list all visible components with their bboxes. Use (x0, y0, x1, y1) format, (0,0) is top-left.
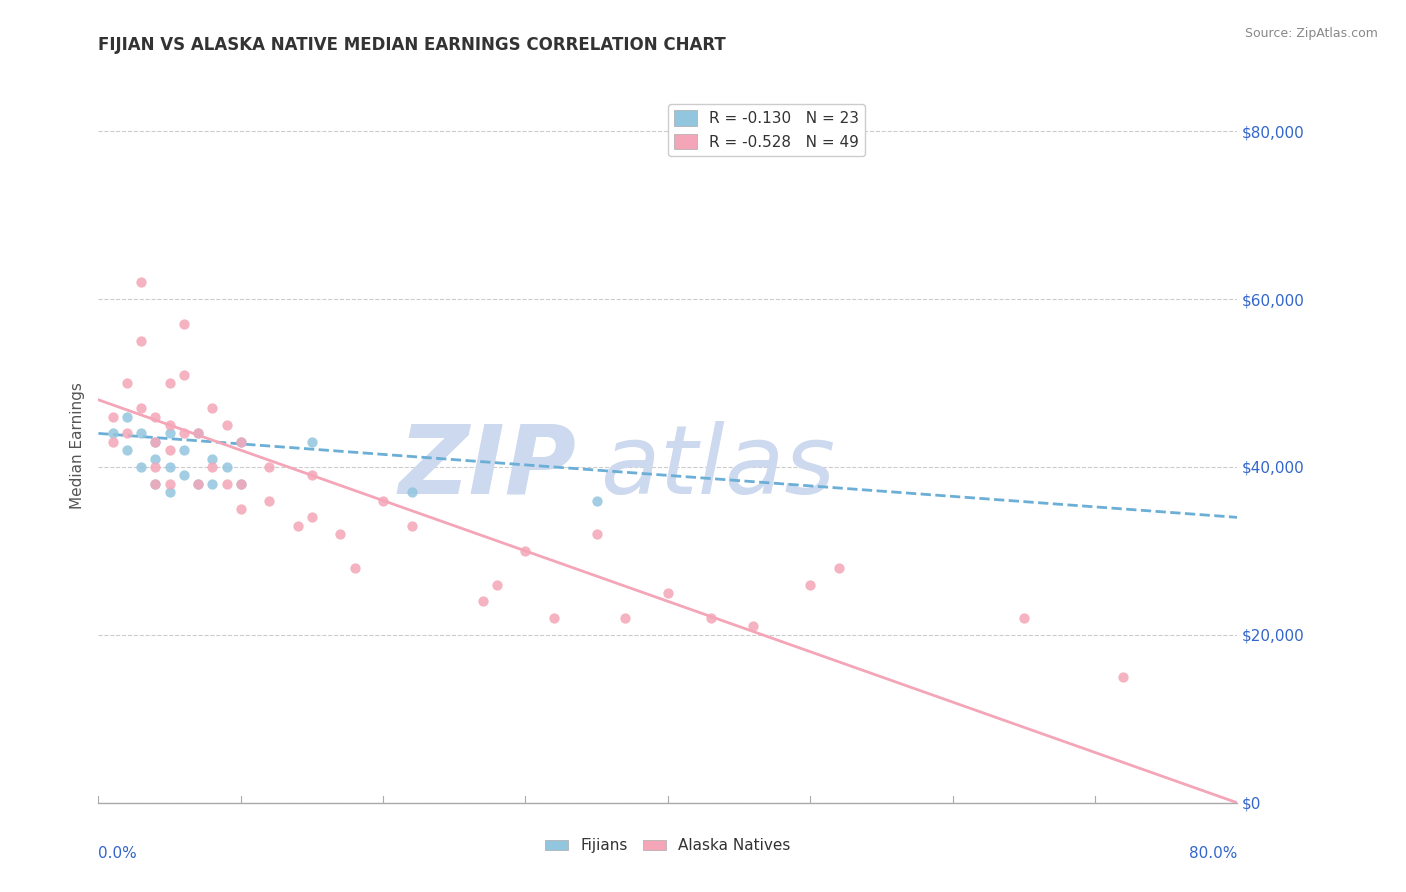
Point (159, 460, 181, 475)
Point (129, 401, 152, 416)
Point (145, 476, 167, 491)
Point (401, 485, 423, 500)
Point (1012, 611, 1035, 625)
Point (215, 460, 238, 475)
Point (828, 560, 851, 574)
Point (115, 409, 138, 424)
Point (585, 493, 607, 508)
Point (229, 476, 252, 491)
Point (173, 318, 195, 332)
Point (201, 451, 224, 466)
Point (515, 544, 537, 558)
Point (543, 611, 565, 625)
Point (115, 426, 138, 441)
Point (215, 417, 238, 432)
Point (301, 434, 323, 449)
Point (229, 502, 252, 516)
Y-axis label: Median Earnings: Median Earnings (69, 383, 84, 509)
Point (229, 476, 252, 491)
Point (187, 476, 209, 491)
Text: ZIP: ZIP (399, 421, 576, 514)
Point (159, 476, 181, 491)
Point (201, 460, 224, 475)
Point (159, 417, 181, 432)
Point (129, 460, 152, 475)
Point (173, 443, 195, 458)
Point (259, 493, 281, 508)
Point (145, 460, 167, 475)
Point (129, 426, 152, 441)
Point (101, 434, 124, 449)
Point (373, 493, 395, 508)
Legend: Fijians, Alaska Natives: Fijians, Alaska Natives (538, 832, 797, 859)
Point (471, 594, 494, 608)
Point (145, 451, 167, 466)
Point (173, 468, 195, 483)
Point (699, 611, 721, 625)
Point (614, 611, 637, 625)
Point (329, 527, 352, 541)
Point (215, 476, 238, 491)
Point (115, 376, 138, 390)
Point (145, 409, 167, 424)
Text: 80.0%: 80.0% (1189, 846, 1237, 861)
Point (343, 560, 366, 574)
Point (1112, 670, 1135, 684)
Point (145, 476, 167, 491)
Point (159, 376, 181, 390)
Point (173, 426, 195, 441)
Text: 0.0%: 0.0% (98, 846, 138, 861)
Point (145, 434, 167, 449)
Point (585, 527, 607, 541)
Point (742, 619, 765, 633)
Point (301, 468, 323, 483)
Point (187, 426, 209, 441)
Point (401, 518, 423, 533)
Point (101, 426, 124, 441)
Point (201, 401, 224, 416)
Point (145, 434, 167, 449)
Point (159, 443, 181, 458)
Point (101, 409, 124, 424)
Point (229, 434, 252, 449)
Text: FIJIAN VS ALASKA NATIVE MEDIAN EARNINGS CORRELATION CHART: FIJIAN VS ALASKA NATIVE MEDIAN EARNINGS … (98, 36, 725, 54)
Point (201, 476, 224, 491)
Point (657, 586, 679, 600)
Point (486, 577, 509, 591)
Point (187, 426, 209, 441)
Text: Source: ZipAtlas.com: Source: ZipAtlas.com (1244, 27, 1378, 40)
Point (129, 334, 152, 348)
Point (301, 510, 323, 524)
Point (229, 434, 252, 449)
Point (187, 476, 209, 491)
Point (799, 577, 821, 591)
Point (159, 426, 181, 441)
Point (173, 368, 195, 382)
Point (115, 443, 138, 458)
Point (287, 518, 309, 533)
Point (159, 485, 181, 500)
Point (259, 460, 281, 475)
Point (129, 275, 152, 289)
Text: atlas: atlas (599, 421, 835, 514)
